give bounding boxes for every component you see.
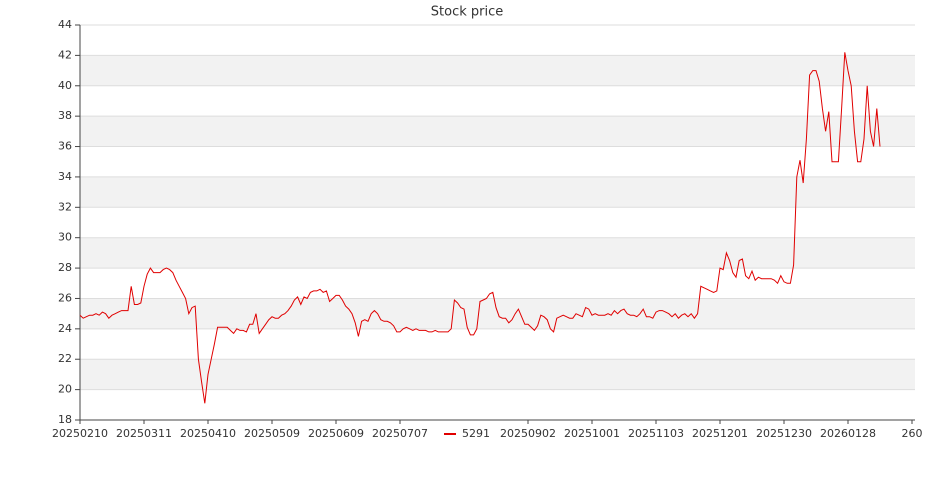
grid-band: [80, 298, 915, 329]
y-tick-label: 32: [58, 200, 72, 213]
grid-band: [80, 55, 915, 86]
x-tick-label: 20250509: [244, 427, 300, 440]
y-tick-label: 36: [58, 140, 72, 153]
x-tick-label: 20250609: [308, 427, 364, 440]
x-tick-label: 20250902: [500, 427, 556, 440]
legend-label: 5291: [462, 427, 490, 440]
y-tick-label: 38: [58, 109, 72, 122]
y-tick-label: 34: [58, 170, 72, 183]
x-tick-label: 20250210: [52, 427, 108, 440]
y-tick-label: 28: [58, 261, 72, 274]
x-tick-label: 20250707: [372, 427, 428, 440]
x-tick-label: 20251001: [564, 427, 620, 440]
x-tick-label: 20251103: [628, 427, 684, 440]
y-tick-label: 18: [58, 413, 72, 426]
grid-band: [80, 176, 915, 208]
y-tick-label: 24: [58, 322, 72, 335]
y-tick-label: 26: [58, 291, 72, 304]
y-tick-label: 44: [58, 18, 72, 31]
x-tick-label: 20250311: [116, 427, 172, 440]
y-tick-label: 40: [58, 79, 72, 92]
grid-band: [80, 237, 915, 269]
y-tick-label: 42: [58, 48, 72, 61]
line-series: [79, 52, 881, 404]
y-tick-label: 30: [58, 231, 72, 244]
x-tick-label: 20251230: [756, 427, 812, 440]
chart-title: Stock price: [431, 5, 503, 20]
x-tick-label: 20260128: [820, 427, 876, 440]
x-tick-label: 20251201: [692, 427, 748, 440]
y-tick-label: 20: [58, 383, 72, 396]
legend-box: [436, 426, 498, 442]
x-tick-label: 260: [902, 427, 923, 440]
grid-band: [80, 359, 915, 390]
y-tick-label: 22: [58, 352, 72, 365]
x-tick-label: 20250410: [180, 427, 236, 440]
grid-band: [80, 116, 915, 147]
